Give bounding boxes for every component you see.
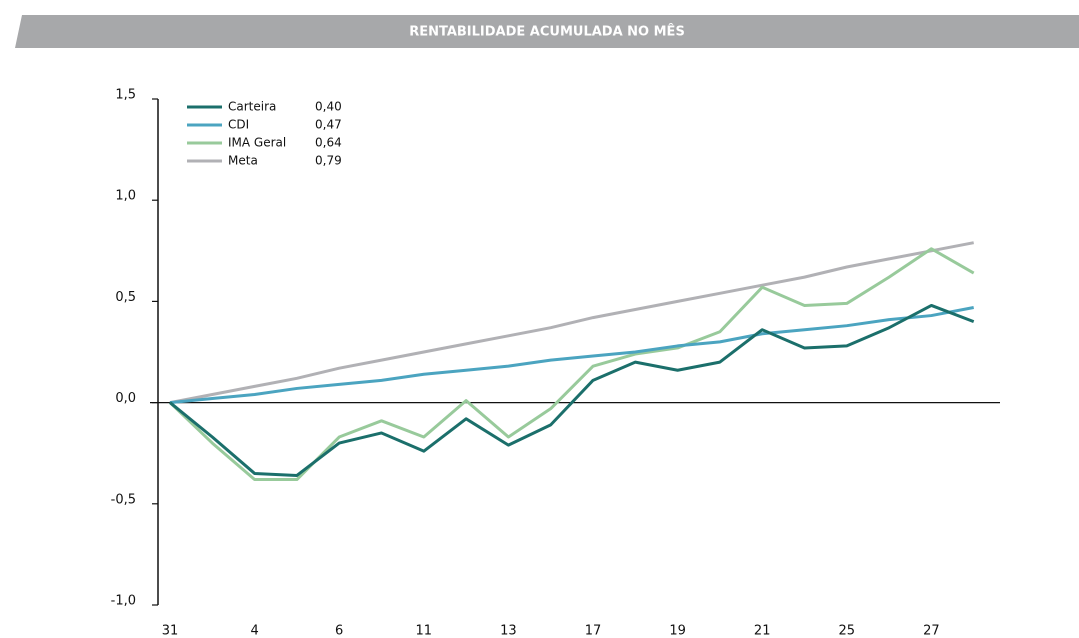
legend-label: CDI (228, 118, 249, 132)
y-tick-label: 0,5 (115, 290, 136, 305)
x-tick-label: 25 (839, 624, 856, 638)
y-tick-label: 1,0 (115, 189, 136, 204)
x-tick-label: 17 (585, 624, 602, 638)
x-tick-label: 31 (162, 624, 179, 638)
legend-value: 0,64 (315, 136, 342, 150)
y-tick-label: -1,0 (111, 594, 136, 609)
x-tick-label: 21 (754, 624, 771, 638)
x-tick-label: 27 (923, 624, 940, 638)
x-tick-label: 4 (250, 624, 258, 638)
x-tick-label: 6 (335, 624, 343, 638)
header-band (15, 15, 1079, 48)
series-line (169, 241, 974, 405)
legend-label: IMA Geral (228, 136, 286, 150)
x-tick-label: 13 (500, 624, 517, 638)
legend-value: 0,79 (315, 154, 342, 168)
x-tick-label: 19 (669, 624, 686, 638)
y-tick-label: 1,5 (115, 88, 136, 103)
legend-label: Meta (228, 154, 258, 168)
series-line (169, 303, 975, 477)
y-tick-label: 0,0 (115, 391, 136, 406)
chart-title: RENTABILIDADE ACUMULADA NO MÊS (409, 24, 685, 40)
legend-label: Carteira (228, 100, 276, 114)
legend-value: 0,47 (315, 118, 342, 132)
x-tick-label: 11 (416, 624, 433, 638)
legend-value: 0,40 (315, 100, 342, 114)
y-tick-label: -0,5 (111, 492, 136, 507)
series-line (169, 305, 974, 405)
series-line (168, 247, 975, 482)
